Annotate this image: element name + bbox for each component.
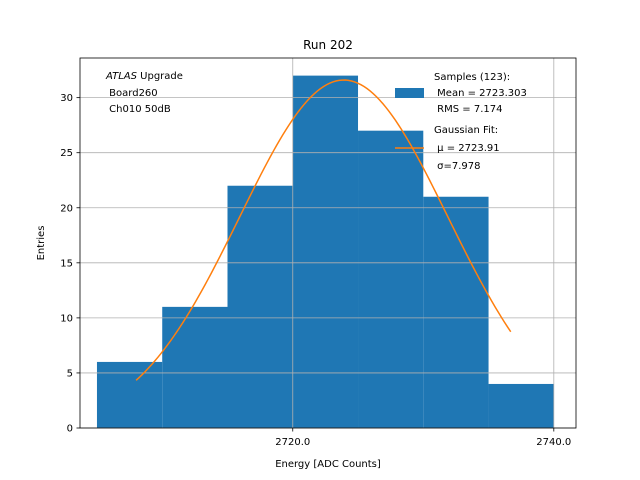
histogram-bar — [162, 306, 228, 428]
chart-title: Run 202 — [303, 38, 353, 52]
histogram-bar — [488, 383, 554, 428]
histogram-bar — [96, 361, 163, 428]
annotation-line-3: Ch010 50dB — [106, 104, 171, 115]
legend-samples-line-2: Mean = 2723.303 — [434, 88, 527, 99]
legend: Samples (123): Mean = 2723.303 RMS = 7.1… — [395, 72, 527, 172]
legend-samples-line-1: Samples (123): — [434, 72, 510, 83]
annotation-atlas: ATLAS — [105, 71, 138, 82]
x-tick-label: 2740.0 — [536, 437, 571, 448]
legend-fit-line-2: μ = 2723.91 — [434, 143, 500, 154]
x-axis-label: Energy [ADC Counts] — [275, 459, 381, 470]
y-tick-label: 5 — [67, 368, 73, 379]
y-tick-label: 0 — [67, 424, 73, 435]
annotation-upgrade: Upgrade — [137, 71, 183, 82]
fit-curve-group — [135, 79, 512, 381]
annotation-line-2: Board260 — [106, 88, 158, 99]
histogram-bar — [292, 75, 359, 428]
histogram-bar — [227, 185, 293, 428]
y-tick-label: 20 — [60, 203, 73, 214]
y-tick-label: 15 — [60, 258, 73, 269]
y-tick-label: 30 — [60, 93, 73, 104]
legend-fit-line-1: Gaussian Fit: — [434, 125, 498, 136]
histogram-bar — [423, 196, 489, 428]
legend-samples-swatch — [395, 88, 424, 98]
legend-samples-line-3: RMS = 7.174 — [434, 104, 502, 115]
y-axis-label: Entries — [36, 226, 47, 261]
atlas-annotation: ATLAS Upgrade Board260 Ch010 50dB — [105, 71, 183, 115]
gaussian-fit-curve — [135, 79, 512, 381]
histogram-bar — [358, 130, 424, 428]
legend-fit-line-3: σ=7.978 — [434, 161, 481, 172]
y-tick-label: 25 — [60, 148, 73, 159]
y-tick-label: 10 — [60, 313, 73, 324]
tick-marks: 2720.0 2740.0 0 5 10 15 20 25 30 — [60, 93, 571, 448]
annotation-line-1: ATLAS Upgrade — [105, 71, 183, 82]
x-tick-label: 2720.0 — [275, 437, 310, 448]
axes-frame — [79, 57, 577, 429]
